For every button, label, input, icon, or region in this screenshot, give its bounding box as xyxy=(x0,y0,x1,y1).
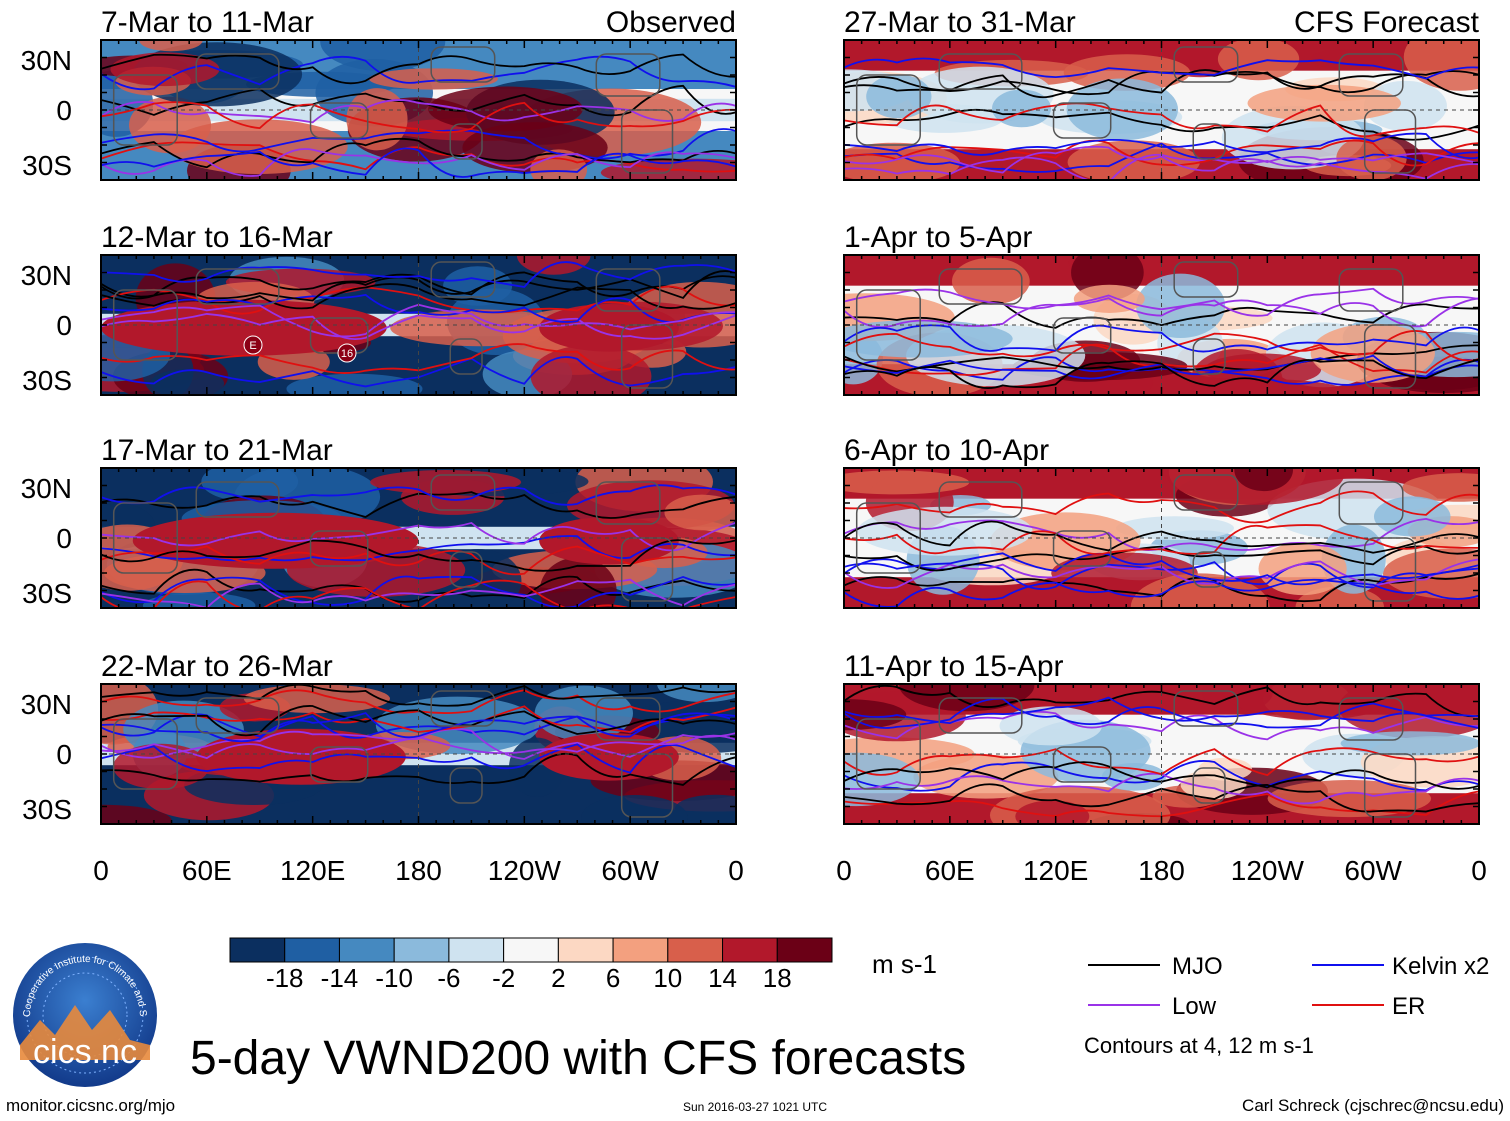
panel-title: 27-Mar to 31-Mar xyxy=(844,6,1076,39)
lon-label: 120E xyxy=(280,855,345,886)
lon-label: 60E xyxy=(182,855,232,886)
lon-label: 180 xyxy=(395,855,442,886)
map-panel: 27-Mar to 31-Mar CFS Forecast xyxy=(843,6,1480,181)
colorbar-tick-label: 6 xyxy=(606,963,620,993)
colorbar-swatch xyxy=(667,937,724,963)
storm-marker xyxy=(337,343,357,363)
lat-label: 0 xyxy=(56,739,72,770)
lon-label: 60W xyxy=(1344,855,1402,886)
panel-title: 6-Apr to 10-Apr xyxy=(844,434,1049,467)
storm-marker-label: E xyxy=(249,340,256,352)
lon-label: 60W xyxy=(601,855,659,886)
lon-label: 60E xyxy=(925,855,975,886)
lat-label: 30N xyxy=(21,260,72,291)
lat-label: 30N xyxy=(21,473,72,504)
map-panel: 11-Apr to 15-Apr xyxy=(843,650,1480,825)
logo-text: cics.nc xyxy=(33,1033,137,1071)
lat-label: 0 xyxy=(56,310,72,341)
colorbar-tick-label: 2 xyxy=(551,963,565,993)
colorbar-swatch xyxy=(776,937,833,963)
legend-label-mjo: MJO xyxy=(1172,953,1223,980)
colorbar-swatch xyxy=(229,937,286,963)
lat-label: 30S xyxy=(22,794,72,825)
lon-label: 0 xyxy=(728,855,744,886)
lon-label: 120W xyxy=(488,855,562,886)
panel-title: 1-Apr to 5-Apr xyxy=(844,221,1032,254)
colorbar-tick-label: 14 xyxy=(708,963,737,993)
forecast-label: CFS Forecast xyxy=(1294,6,1480,39)
lat-label: 30N xyxy=(21,689,72,720)
colorbar-swatch xyxy=(448,937,505,963)
legend-contour-note: Contours at 4, 12 m s-1 xyxy=(1084,1033,1314,1058)
colorbar: -18 -14 -10 -6 -2 2 6 10 14 18 xyxy=(229,937,833,993)
colorbar-swatch xyxy=(338,937,395,963)
storm-marker xyxy=(243,335,263,355)
colorbar-tick-label: 10 xyxy=(653,963,682,993)
legend: MJO Kelvin x2 Low ER Contours at 4, 12 m… xyxy=(1084,953,1489,1058)
lon-label: 120E xyxy=(1023,855,1088,886)
author-credit: Carl Schreck (cjschrec@ncsu.edu) xyxy=(1242,1096,1504,1115)
panel-title: 22-Mar to 26-Mar xyxy=(101,650,333,683)
colorbar-tick-label: -18 xyxy=(266,963,304,993)
lon-label: 0 xyxy=(93,855,109,886)
panel-title: 7-Mar to 11-Mar xyxy=(101,6,314,39)
map-panel: 1-Apr to 5-Apr xyxy=(843,221,1480,396)
map-panel: 17-Mar to 21-Mar 30N 0 30S xyxy=(21,434,737,609)
map-panel: 7-Mar to 11-Mar Observed 30N 0 30S xyxy=(21,6,737,181)
colorbar-swatch xyxy=(722,937,778,963)
map-panel: 12-Mar to 16-Mar E 16 30N 0 30S xyxy=(21,221,737,396)
lat-label: 30S xyxy=(22,150,72,181)
colorbar-tick-label: -10 xyxy=(375,963,413,993)
panel-title: 17-Mar to 21-Mar xyxy=(101,434,333,467)
map-panel: 6-Apr to 10-Apr xyxy=(843,434,1480,609)
timestamp: Sun 2016-03-27 1021 UTC xyxy=(683,1100,827,1114)
legend-label-er: ER xyxy=(1392,993,1425,1020)
legend-label-low: Low xyxy=(1172,993,1217,1020)
panel-title: 11-Apr to 15-Apr xyxy=(844,650,1064,683)
colorbar-swatch xyxy=(557,937,614,963)
colorbar-tick-label: -6 xyxy=(437,963,460,993)
lat-label: 0 xyxy=(56,523,72,554)
lon-label: 180 xyxy=(1138,855,1185,886)
lon-label: 120W xyxy=(1231,855,1305,886)
main-title: 5-day VWND200 with CFS forecasts xyxy=(190,1032,966,1085)
colorbar-swatch xyxy=(612,937,669,963)
lat-label: 30S xyxy=(22,578,72,609)
lon-label: 0 xyxy=(1471,855,1487,886)
storm-marker-label: 16 xyxy=(341,348,353,360)
colorbar-swatch xyxy=(503,937,559,963)
observed-label: Observed xyxy=(606,6,736,39)
colorbar-tick-label: 18 xyxy=(763,963,792,993)
lat-label: 30N xyxy=(21,45,72,76)
map-panel: 22-Mar to 26-Mar 30N 0 30S xyxy=(21,650,737,825)
panel-title: 12-Mar to 16-Mar xyxy=(101,221,333,254)
lat-label: 0 xyxy=(56,95,72,126)
colorbar-swatch xyxy=(284,937,340,963)
legend-label-kelvin: Kelvin x2 xyxy=(1392,953,1489,980)
lon-label: 0 xyxy=(836,855,852,886)
colorbar-tick-label: -2 xyxy=(492,963,515,993)
source-url: monitor.cicsnc.org/mjo xyxy=(6,1096,175,1115)
colorbar-tick-label: -14 xyxy=(321,963,359,993)
colorbar-unit: m s-1 xyxy=(872,949,937,979)
lat-label: 30S xyxy=(22,365,72,396)
colorbar-swatch xyxy=(393,937,450,963)
